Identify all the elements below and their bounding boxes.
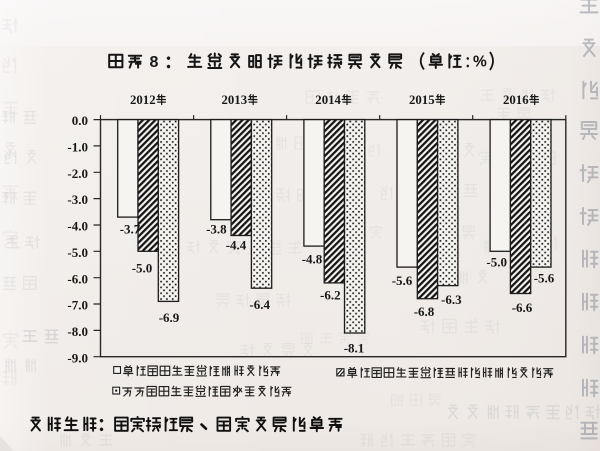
svg-text:-1.0: -1.0	[67, 140, 88, 155]
svg-text:-9.0: -9.0	[67, 350, 88, 365]
svg-text:-8.0: -8.0	[67, 324, 88, 339]
svg-text:-4.8: -4.8	[302, 251, 323, 266]
svg-text:-3.8: -3.8	[206, 221, 227, 236]
svg-text:8: 8	[150, 54, 159, 71]
svg-text:-5.0: -5.0	[132, 261, 153, 276]
svg-text:-6.0: -6.0	[67, 271, 88, 286]
svg-text:2012: 2012	[130, 93, 156, 107]
svg-text:-6.8: -6.8	[414, 304, 435, 319]
svg-text:-2.0: -2.0	[67, 166, 88, 181]
svg-text:%: %	[473, 53, 487, 70]
svg-text:-7.0: -7.0	[67, 298, 88, 313]
svg-text:-5.0: -5.0	[486, 255, 507, 270]
svg-text:-5.6: -5.6	[534, 271, 555, 286]
svg-text:-4.0: -4.0	[67, 219, 88, 234]
svg-text:2015: 2015	[409, 93, 435, 107]
svg-text:2016: 2016	[503, 93, 529, 107]
svg-text:-3.0: -3.0	[67, 192, 88, 207]
svg-text:-6.2: -6.2	[320, 287, 341, 302]
svg-text:-6.3: -6.3	[441, 292, 462, 307]
svg-text:-6.9: -6.9	[159, 310, 180, 325]
svg-text:-6.4: -6.4	[249, 297, 270, 312]
svg-text:-5.0: -5.0	[67, 245, 88, 260]
svg-text:-8.1: -8.1	[344, 341, 365, 356]
svg-text:2014: 2014	[315, 93, 341, 107]
svg-text:-5.6: -5.6	[392, 273, 413, 288]
svg-text:-3.7: -3.7	[120, 222, 141, 237]
svg-text:0.0: 0.0	[72, 113, 88, 128]
svg-text:2013: 2013	[222, 93, 248, 107]
svg-text:-4.4: -4.4	[226, 238, 247, 253]
svg-text:-6.6: -6.6	[512, 300, 533, 315]
